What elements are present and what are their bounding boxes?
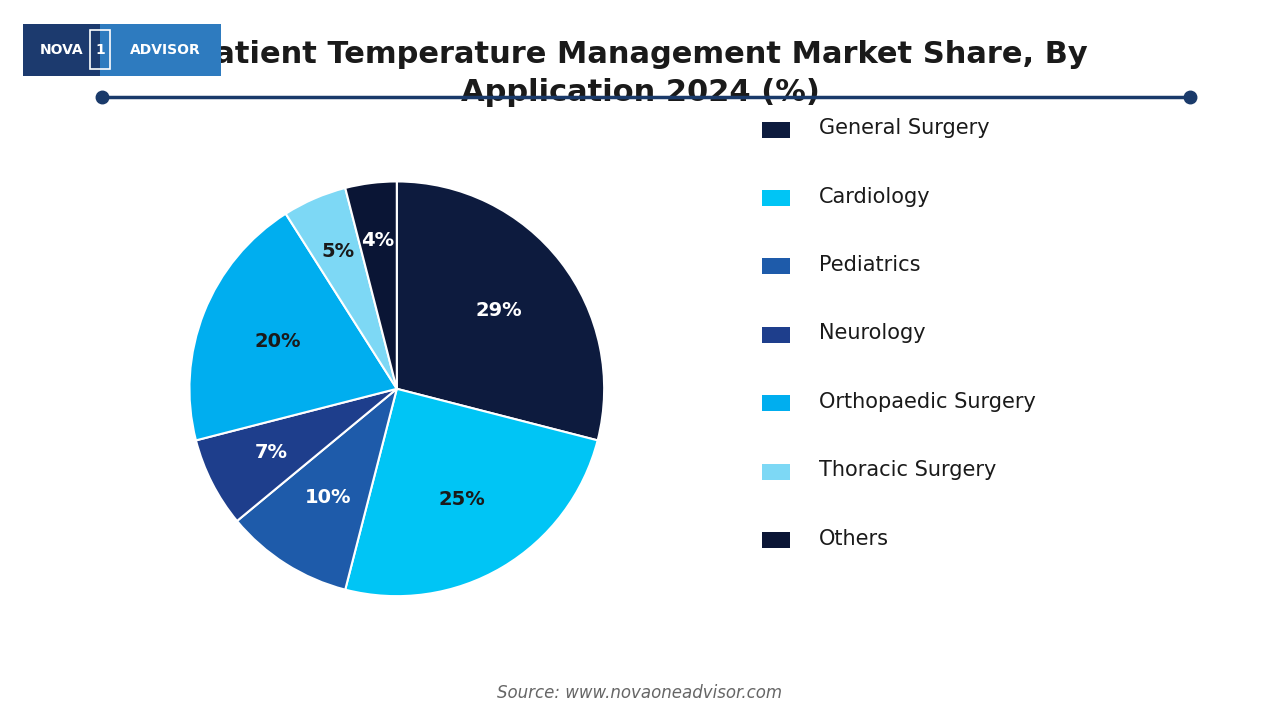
Text: Cardiology: Cardiology (819, 186, 931, 207)
Text: 4%: 4% (361, 231, 394, 250)
Text: 20%: 20% (253, 332, 301, 351)
Text: Neurology: Neurology (819, 323, 925, 343)
Text: Source: www.novaoneadvisor.com: Source: www.novaoneadvisor.com (498, 684, 782, 702)
Wedge shape (285, 188, 397, 389)
Wedge shape (346, 389, 598, 596)
Text: Others: Others (819, 528, 890, 549)
Text: General Surgery: General Surgery (819, 118, 989, 138)
Text: 7%: 7% (255, 444, 288, 462)
Wedge shape (189, 214, 397, 441)
Text: Thoracic Surgery: Thoracic Surgery (819, 460, 997, 480)
Text: 1: 1 (95, 42, 105, 57)
Wedge shape (196, 389, 397, 521)
Text: 10%: 10% (305, 488, 351, 507)
Text: 25%: 25% (439, 490, 485, 509)
Wedge shape (346, 181, 397, 389)
Text: 5%: 5% (321, 242, 355, 261)
Wedge shape (397, 181, 604, 441)
Text: Patient Temperature Management Market Share, By
Application 2024 (%): Patient Temperature Management Market Sh… (192, 40, 1088, 107)
Text: Orthopaedic Surgery: Orthopaedic Surgery (819, 392, 1036, 412)
Text: Pediatrics: Pediatrics (819, 255, 920, 275)
Text: NOVA: NOVA (40, 42, 83, 57)
Text: ADVISOR: ADVISOR (131, 42, 201, 57)
Text: 29%: 29% (475, 300, 522, 320)
Wedge shape (237, 389, 397, 590)
